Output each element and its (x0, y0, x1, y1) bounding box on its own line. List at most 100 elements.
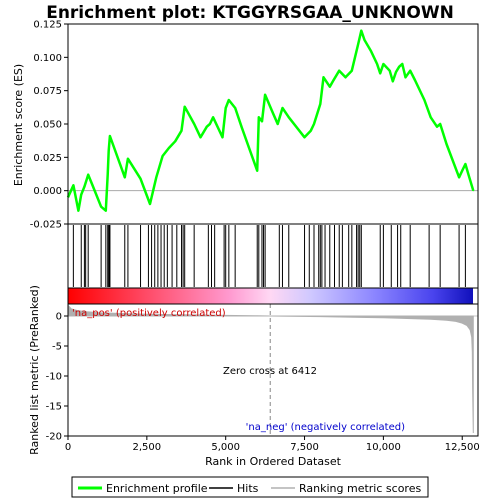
enrichment-profile-point (127, 158, 129, 160)
enrichment-profile-point (272, 112, 274, 114)
upper-y-tick-label: 0.000 (33, 186, 62, 197)
enrichment-profile-point (430, 116, 432, 118)
lower-y-tick-label: -10 (46, 372, 62, 383)
enrichment-profile-point (458, 176, 460, 178)
rank-heatmap-bar (67, 287, 479, 305)
legend-label-enrichment-profile: Enrichment profile (106, 482, 208, 495)
enrichment-profile-point (370, 50, 372, 52)
heatmap-gradient (68, 288, 473, 304)
hit-marks (72, 225, 466, 287)
enrichment-profile-point (467, 174, 470, 176)
enrichment-profile-point (174, 140, 176, 142)
enrichment-profile-point (461, 170, 463, 172)
enrichment-profile-point (363, 39, 366, 41)
x-tick-label: 5,000 (211, 442, 240, 453)
enrichment-profile-point (439, 123, 441, 125)
x-tick-label: 12,500 (445, 442, 480, 453)
lower-panel: 'na_pos' (positively correlated) Zero cr… (28, 285, 480, 468)
enrichment-profile-point (288, 116, 290, 118)
upper-y-tick-label: 0.025 (33, 153, 62, 164)
enrichment-profile-point (310, 130, 312, 132)
enrichment-profile-point (414, 79, 416, 81)
enrichment-profile-point (436, 126, 438, 128)
enrichment-profile-point (180, 130, 183, 132)
enrichment-profile-point (225, 107, 227, 109)
upper-y-tick-label: 0.125 (33, 20, 62, 31)
enrichment-profile-point (319, 103, 321, 105)
enrichment-profile-point (464, 163, 466, 165)
enrichment-profile-point (72, 184, 74, 186)
enrichment-profile-point (124, 176, 126, 178)
enrichment-profile-point (423, 99, 425, 101)
enrichment-profile-point (212, 116, 214, 118)
enrichment-profile-point (351, 70, 353, 72)
upper-y-tick-label: 0.100 (33, 53, 62, 64)
lower-y-tick-label: -20 (46, 432, 62, 443)
enrichment-profile-point (256, 170, 258, 172)
enrichment-profile-point (193, 123, 195, 125)
enrichment-profile-point (379, 72, 381, 74)
enrichment-profile-point (398, 66, 400, 68)
legend-box (71, 476, 429, 498)
enrichment-profile-point (277, 123, 279, 125)
enrichment-profile-point (109, 135, 111, 137)
enrichment-profile-point (382, 63, 384, 65)
chart-title: Enrichment plot: KTGGYRSGAA_UNKNOWN (46, 3, 454, 23)
enrichment-profile-point (162, 155, 164, 157)
enrichment-profile-point (357, 43, 359, 45)
enrichment-profile-point (313, 123, 315, 125)
lower-panel-frame (67, 303, 479, 437)
pos-correlated-label: 'na_pos' (positively correlated) (72, 308, 226, 319)
ranking-metric-series (67, 303, 478, 434)
enrichment-profile-point (184, 106, 186, 108)
lower-y-tick-label: 0 (56, 312, 62, 323)
enrichment-profile-point (149, 203, 151, 205)
enrichment-profile-point (322, 76, 325, 78)
lower-y-tick-label: -15 (46, 402, 62, 413)
enrichment-profile-point (332, 80, 334, 82)
x-tick-label: 10,000 (366, 442, 401, 453)
enrichment-profile-point (234, 107, 236, 109)
lower-y-tick-label: -5 (52, 342, 62, 353)
x-tick-label: 0 (65, 442, 71, 453)
enrichment-profile-series (66, 29, 475, 212)
enrichment-profile-point (389, 70, 391, 72)
enrichment-profile-point (258, 116, 260, 118)
hits-panel (67, 223, 479, 289)
legend-label-hits: Hits (237, 482, 259, 495)
enrichment-profile-point (445, 143, 448, 145)
enrichment-profile-point (401, 63, 403, 65)
enrichment-profile-point (139, 178, 142, 180)
x-tick-label: 7,500 (290, 442, 319, 453)
zero-cross-label: Zero cross at 6412 (223, 366, 317, 377)
enrichment-profile-point (240, 126, 243, 128)
upper-y-tick-label: -0.025 (30, 220, 62, 231)
enrichment-profile-point (404, 76, 407, 78)
upper-y-axis-label: Enrichment score (ES) (12, 64, 25, 186)
enrichment-profile-point (91, 183, 93, 185)
enrichment-profile-point (107, 174, 109, 176)
enrichment-profile-point (221, 136, 224, 138)
enrichment-profile-point (206, 126, 208, 128)
enrichment-profile-point (209, 123, 211, 125)
x-tick-label: 2,500 (133, 442, 162, 453)
enrichment-profile-point (87, 174, 89, 176)
upper-panel: -0.025 0.000 0.025 0.050 0.075 0.100 0.125 Enr… (12, 20, 479, 231)
neg-correlated-label: 'na_neg' (negatively correlated) (246, 422, 405, 433)
enrichment-profile-point (472, 190, 474, 192)
enrichment-profile-point (77, 210, 80, 212)
enrichment-profile-point (409, 70, 411, 72)
upper-y-tick-label: 0.050 (33, 120, 62, 131)
enrichment-profile-point (329, 86, 331, 88)
enrichment-profile-point (100, 206, 102, 208)
enrichment-profile-point (105, 210, 107, 212)
enrichment-profile-point (83, 186, 85, 188)
ranking-metric-area (67, 303, 474, 434)
enrichment-profile-point (199, 136, 202, 138)
enrichment-profile-point (303, 136, 306, 138)
enrichment-profile-point (376, 63, 378, 65)
enrichment-profile-point (344, 76, 347, 78)
enrichment-profile-line (66, 29, 475, 212)
enrichment-profile-point (261, 120, 263, 122)
